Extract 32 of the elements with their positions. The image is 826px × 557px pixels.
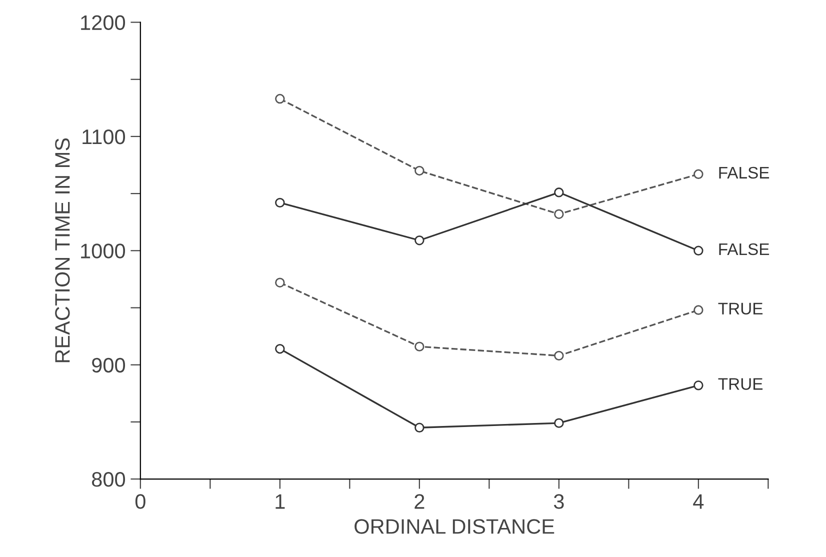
y-tick-label: 1000 <box>81 244 126 258</box>
point <box>275 94 285 104</box>
y-tick-label: 1100 <box>82 129 126 144</box>
x-tick-label: 2 <box>414 494 424 509</box>
point <box>414 422 424 432</box>
point <box>414 342 424 352</box>
series-label: TRUE <box>718 302 763 314</box>
point <box>694 246 704 256</box>
point <box>694 305 704 315</box>
point <box>554 209 564 219</box>
point <box>554 418 564 428</box>
x-axis-title: ORDINAL DISTANCE <box>354 519 554 534</box>
x-tick-label: 0 <box>135 494 146 509</box>
y-axis-title: REACTION TIME IN MS <box>55 138 70 362</box>
point <box>554 350 564 361</box>
point <box>275 278 285 288</box>
series-label: TRUE <box>718 378 763 390</box>
series-label: FALSE <box>719 243 770 256</box>
point <box>694 169 704 180</box>
point <box>414 166 424 176</box>
y-tick-label: 1200 <box>81 15 126 30</box>
point <box>554 188 564 198</box>
x-tick-label: 4 <box>693 494 704 509</box>
y-tick-label: 800 <box>92 472 126 487</box>
x-tick-label: 3 <box>554 494 564 509</box>
series-label: FALSE <box>719 166 770 179</box>
point <box>694 380 704 390</box>
point <box>275 198 285 208</box>
point <box>414 236 424 246</box>
point <box>275 344 285 354</box>
x-tick-label: 1 <box>276 494 285 509</box>
y-tick-label: 900 <box>92 358 126 373</box>
